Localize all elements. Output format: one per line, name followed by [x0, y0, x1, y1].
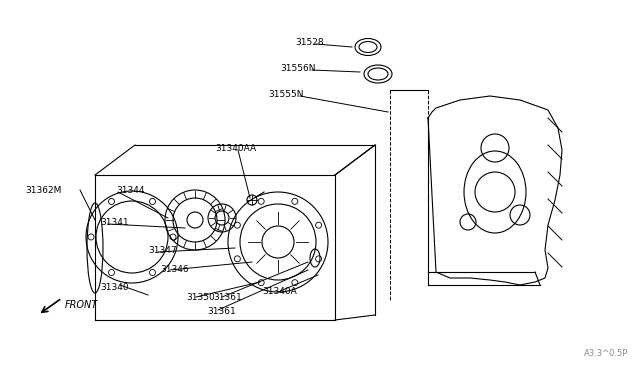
Text: 31340A: 31340A — [262, 288, 297, 296]
Text: 31555N: 31555N — [268, 90, 303, 99]
Text: 31362M: 31362M — [26, 186, 62, 195]
Text: 31346: 31346 — [160, 266, 189, 275]
Text: 31340AA: 31340AA — [215, 144, 256, 153]
Text: 31340: 31340 — [100, 282, 129, 292]
Text: A3.3^0.5P: A3.3^0.5P — [584, 349, 628, 358]
Text: 31528: 31528 — [295, 38, 324, 46]
Text: FRONT: FRONT — [65, 300, 99, 310]
Text: 31556N: 31556N — [280, 64, 316, 73]
Text: 31341: 31341 — [100, 218, 129, 227]
Text: 31350: 31350 — [186, 292, 215, 301]
Text: 31361: 31361 — [207, 308, 236, 317]
Text: 31361: 31361 — [213, 292, 242, 301]
Text: 31347: 31347 — [148, 246, 177, 254]
Text: 31344: 31344 — [116, 186, 145, 195]
